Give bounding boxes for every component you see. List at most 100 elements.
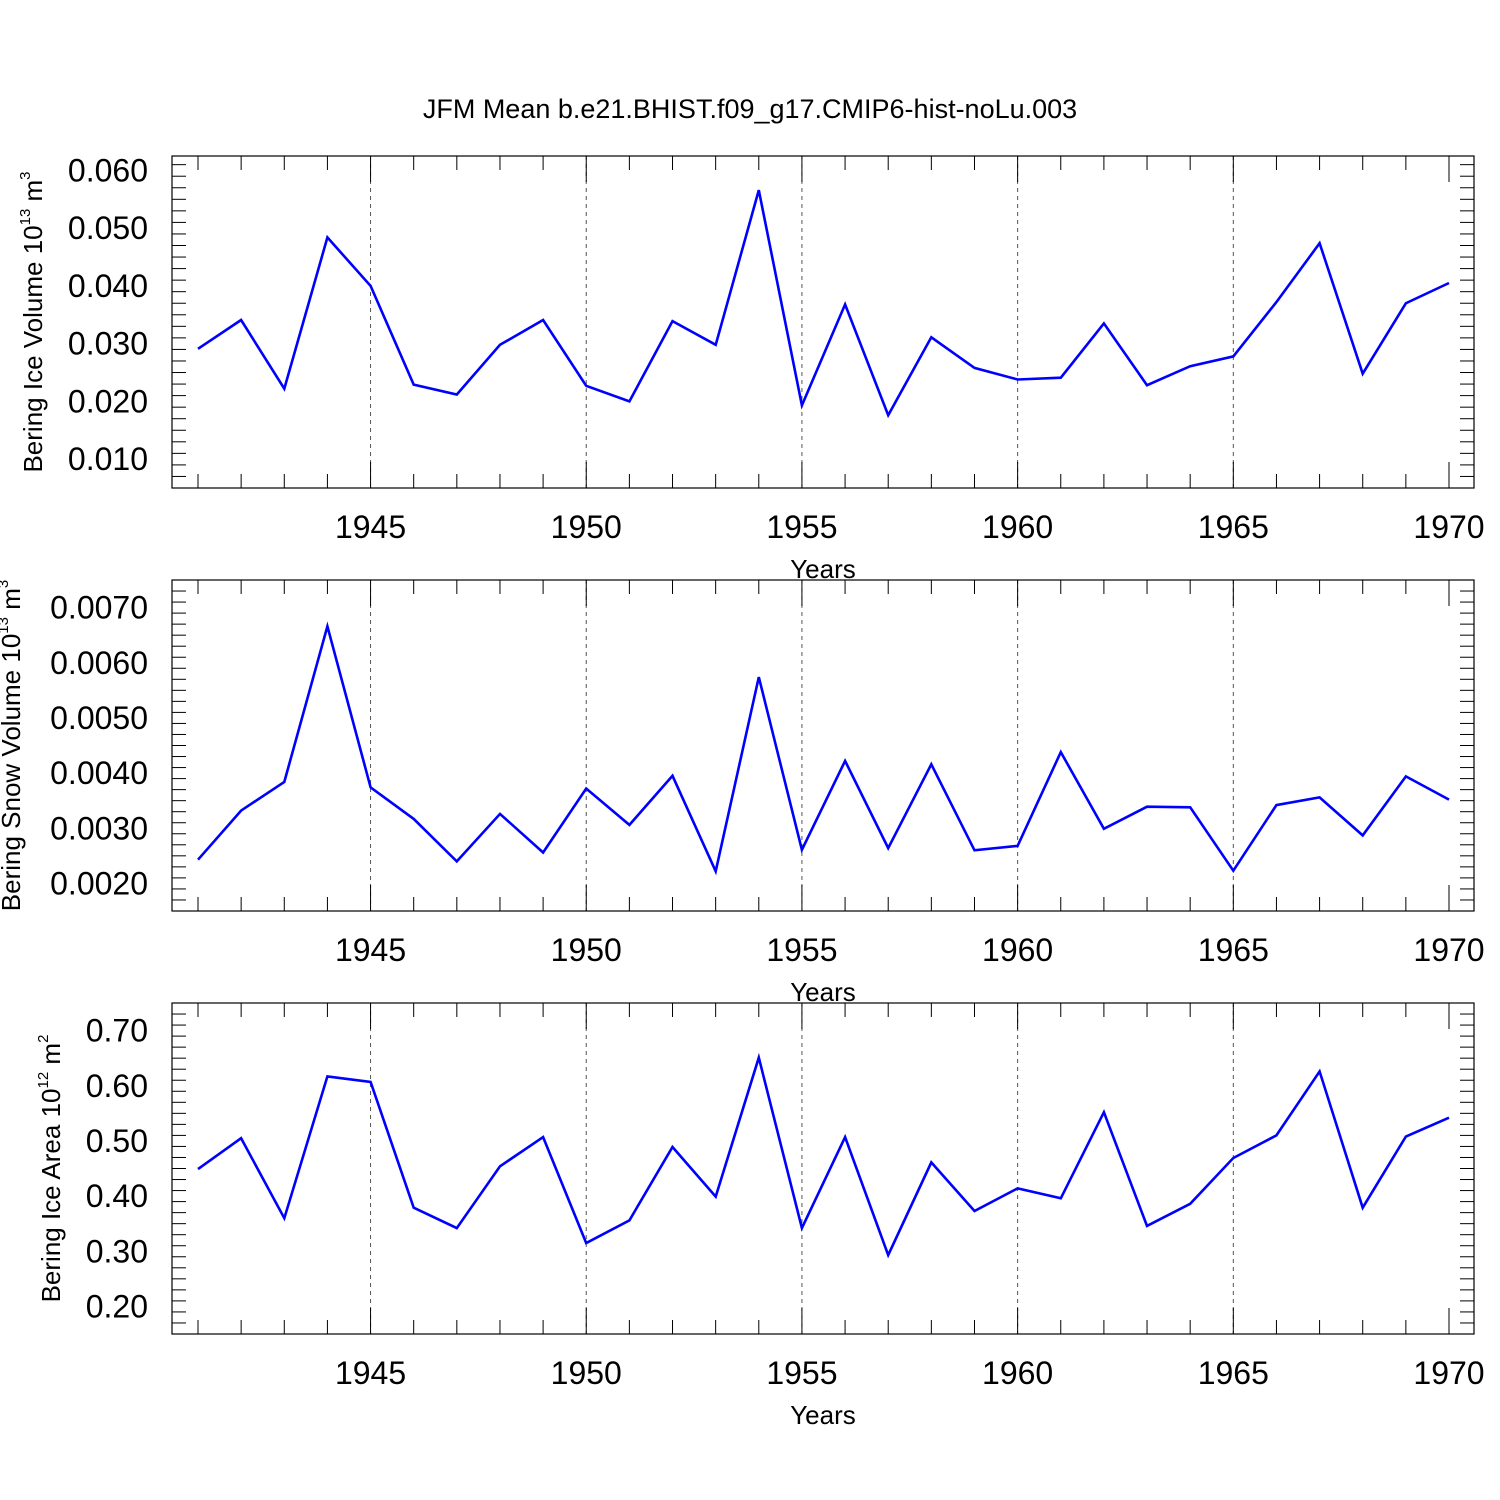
data-point	[196, 858, 200, 862]
data-point	[886, 1253, 890, 1257]
y-tick-label: 0.060	[68, 152, 148, 188]
x-tick-label: 1970	[1413, 1355, 1484, 1391]
data-point	[1318, 795, 1322, 799]
series-line	[197, 189, 1450, 419]
x-tick-label: 1955	[766, 1355, 837, 1391]
y-tick-label: 0.0030	[50, 810, 148, 846]
data-point	[714, 869, 718, 873]
data-point	[1318, 241, 1322, 245]
data-point	[1102, 321, 1106, 325]
x-tick-label: 1970	[1413, 509, 1484, 545]
data-point	[843, 302, 847, 306]
y-tick-label: 0.010	[68, 441, 148, 477]
data-point	[455, 392, 459, 396]
panel-2: 0.0020 0.0030 0.0040 0.0050 0.0060 0.0070 1945…	[0, 579, 1485, 1007]
data-point	[1016, 377, 1020, 381]
data-point	[757, 188, 761, 192]
data-point	[239, 809, 243, 813]
data-point	[1447, 798, 1451, 802]
data-point	[455, 1226, 459, 1230]
data-point	[196, 1167, 200, 1171]
data-point	[843, 1135, 847, 1139]
y-tick-label: 0.0050	[50, 700, 148, 736]
y-tick-label: 0.0040	[50, 755, 148, 791]
y-tick-label: 0.050	[68, 210, 148, 246]
data-point	[369, 785, 373, 789]
data-point	[1274, 300, 1278, 304]
data-point	[584, 384, 588, 388]
plot-frame	[171, 155, 1475, 489]
data-point	[541, 851, 545, 855]
data-point	[929, 335, 933, 339]
x-tick-label: 1955	[766, 509, 837, 545]
data-point	[239, 318, 243, 322]
data-point	[1404, 774, 1408, 778]
data-point	[369, 284, 373, 288]
y-axis-label: Bering Ice Volume 1013 m3	[17, 171, 48, 472]
x-tick-label: 1945	[335, 1355, 406, 1391]
y-tick-label: 0.030	[68, 326, 148, 362]
y-axis-label: Bering Snow Volume 1013 m3	[0, 580, 26, 911]
x-tick-label: 1955	[766, 932, 837, 968]
data-point	[627, 823, 631, 827]
data-point	[757, 1056, 761, 1060]
x-tick-label: 1950	[551, 932, 622, 968]
y-tick-label: 0.70	[86, 1013, 148, 1049]
data-point	[1318, 1069, 1322, 1073]
data-point	[369, 1080, 373, 1084]
x-tick-label: 1950	[551, 1355, 622, 1391]
x-tick-label: 1960	[982, 932, 1053, 968]
data-point	[282, 387, 286, 391]
y-tick-label: 0.60	[86, 1068, 148, 1104]
data-point	[1447, 281, 1451, 285]
data-point	[671, 319, 675, 323]
x-tick-label: 1960	[982, 509, 1053, 545]
data-point	[455, 859, 459, 863]
y-tick-label: 0.30	[86, 1233, 148, 1269]
data-point	[325, 624, 329, 628]
data-point	[1188, 805, 1192, 809]
data-point	[800, 1226, 804, 1230]
y-tick-label: 0.0060	[50, 645, 148, 681]
data-point	[412, 1206, 416, 1210]
x-tick-label: 1970	[1413, 932, 1484, 968]
data-point	[1274, 1133, 1278, 1137]
data-point	[196, 347, 200, 351]
data-point	[972, 1209, 976, 1213]
x-axis-label: Years	[790, 554, 856, 584]
x-axis-label: Years	[790, 1400, 856, 1430]
data-point	[1016, 1186, 1020, 1190]
data-point	[239, 1136, 243, 1140]
x-tick-label: 1965	[1198, 509, 1269, 545]
data-point	[541, 318, 545, 322]
plot-frame	[171, 579, 1475, 912]
data-point	[972, 366, 976, 370]
data-point	[1059, 376, 1063, 380]
y-tick-label: 0.50	[86, 1123, 148, 1159]
y-tick-label: 0.020	[68, 383, 148, 419]
x-tick-label: 1960	[982, 1355, 1053, 1391]
data-point	[498, 812, 502, 816]
data-point	[1145, 805, 1149, 809]
y-tick-label: 0.0070	[50, 590, 148, 626]
series-line	[197, 1052, 1450, 1259]
data-point	[498, 1164, 502, 1168]
data-point	[1361, 833, 1365, 837]
y-axis-label: Bering Ice Area 1012 m2	[35, 1035, 66, 1303]
data-point	[498, 343, 502, 347]
data-point	[886, 846, 890, 850]
data-point	[325, 1074, 329, 1078]
data-point	[714, 1195, 718, 1199]
data-point	[757, 675, 761, 679]
series-line	[197, 621, 1450, 876]
x-tick-label: 1965	[1198, 932, 1269, 968]
data-point	[886, 413, 890, 417]
data-point	[671, 1145, 675, 1149]
data-point	[1361, 372, 1365, 376]
data-point	[800, 848, 804, 852]
x-tick-label: 1950	[551, 509, 622, 545]
x-tick-label: 1945	[335, 509, 406, 545]
data-point	[1102, 827, 1106, 831]
data-point	[671, 774, 675, 778]
data-point	[1231, 1156, 1235, 1160]
